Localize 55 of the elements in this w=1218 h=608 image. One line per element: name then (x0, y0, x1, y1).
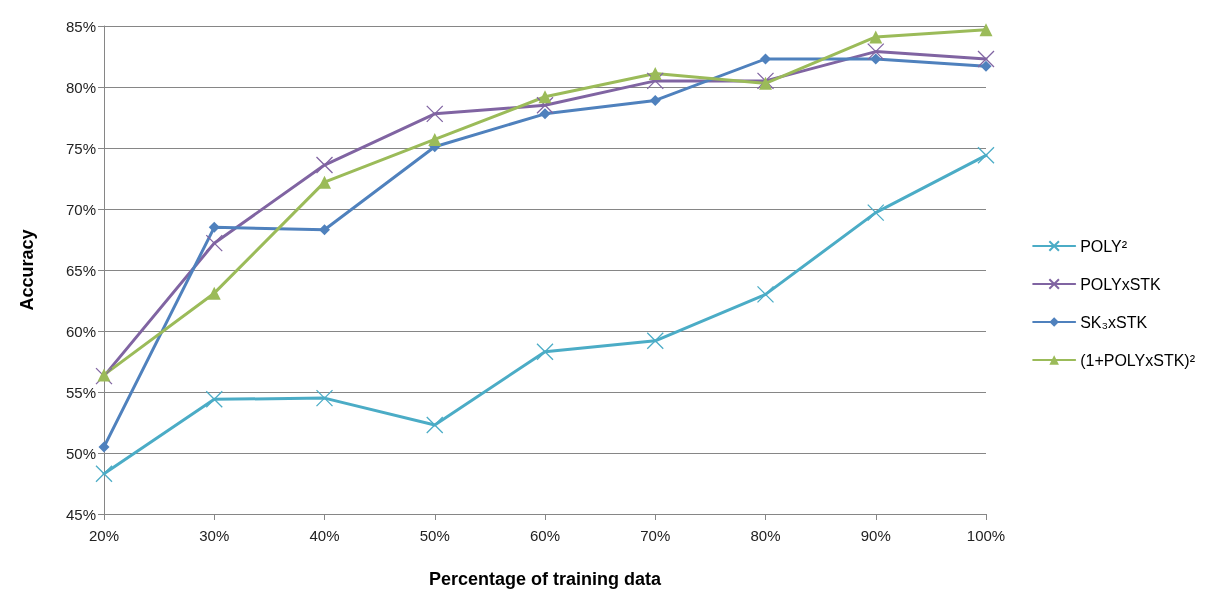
x-tick-label: 40% (309, 527, 340, 544)
point (207, 286, 221, 300)
y-tick-label: 80% (65, 78, 96, 96)
point (205, 234, 223, 252)
point (319, 224, 330, 236)
point (318, 175, 331, 189)
y-axis-title: Accuracy (17, 229, 37, 311)
point (315, 389, 334, 407)
y-tick-label: 75% (65, 139, 96, 157)
x-tick-label: 20% (88, 527, 120, 544)
point (649, 94, 661, 106)
point (980, 60, 992, 72)
x-tick-label: 80% (750, 527, 781, 544)
x-tick-label: 100% (966, 527, 1006, 544)
x-tick-label: 50% (419, 527, 450, 544)
point (539, 108, 551, 120)
point (977, 50, 995, 68)
point (648, 67, 662, 81)
point (756, 285, 775, 304)
point (538, 90, 552, 104)
y-tick-label: 50% (65, 444, 96, 462)
point (536, 96, 554, 114)
point (205, 390, 223, 408)
point (869, 30, 883, 44)
point (536, 343, 554, 361)
y-tick-label: 65% (65, 261, 96, 279)
point (426, 416, 444, 434)
legend-label: POLY² (1080, 237, 1128, 255)
legend-label: SK₃xSTK (1080, 313, 1148, 331)
point (646, 72, 664, 90)
legend-label: (1+POLYxSTK)² (1080, 351, 1196, 369)
point (428, 132, 442, 146)
y-tick-label: 85% (65, 17, 96, 35)
legend-label: POLYxSTK (1080, 275, 1162, 293)
point (95, 465, 113, 483)
y-tick-label: 45% (65, 505, 96, 523)
x-tick-label: 60% (529, 527, 561, 544)
point (977, 146, 995, 164)
x-tick-label: 70% (640, 527, 671, 544)
y-tick-label: 70% (65, 200, 96, 218)
x-tick-label: 90% (860, 527, 891, 544)
point (979, 23, 993, 37)
point (426, 105, 444, 123)
point (760, 53, 771, 65)
point (208, 221, 220, 233)
y-tick-label: 60% (65, 322, 96, 340)
point (759, 76, 772, 90)
x-tick-label: 30% (199, 527, 230, 544)
y-tick-label: 55% (65, 383, 96, 401)
point (315, 156, 334, 174)
point (756, 72, 775, 90)
point (867, 204, 885, 222)
point (867, 42, 885, 61)
x-axis-title: Percentage of training data (428, 569, 663, 589)
point (646, 332, 664, 350)
